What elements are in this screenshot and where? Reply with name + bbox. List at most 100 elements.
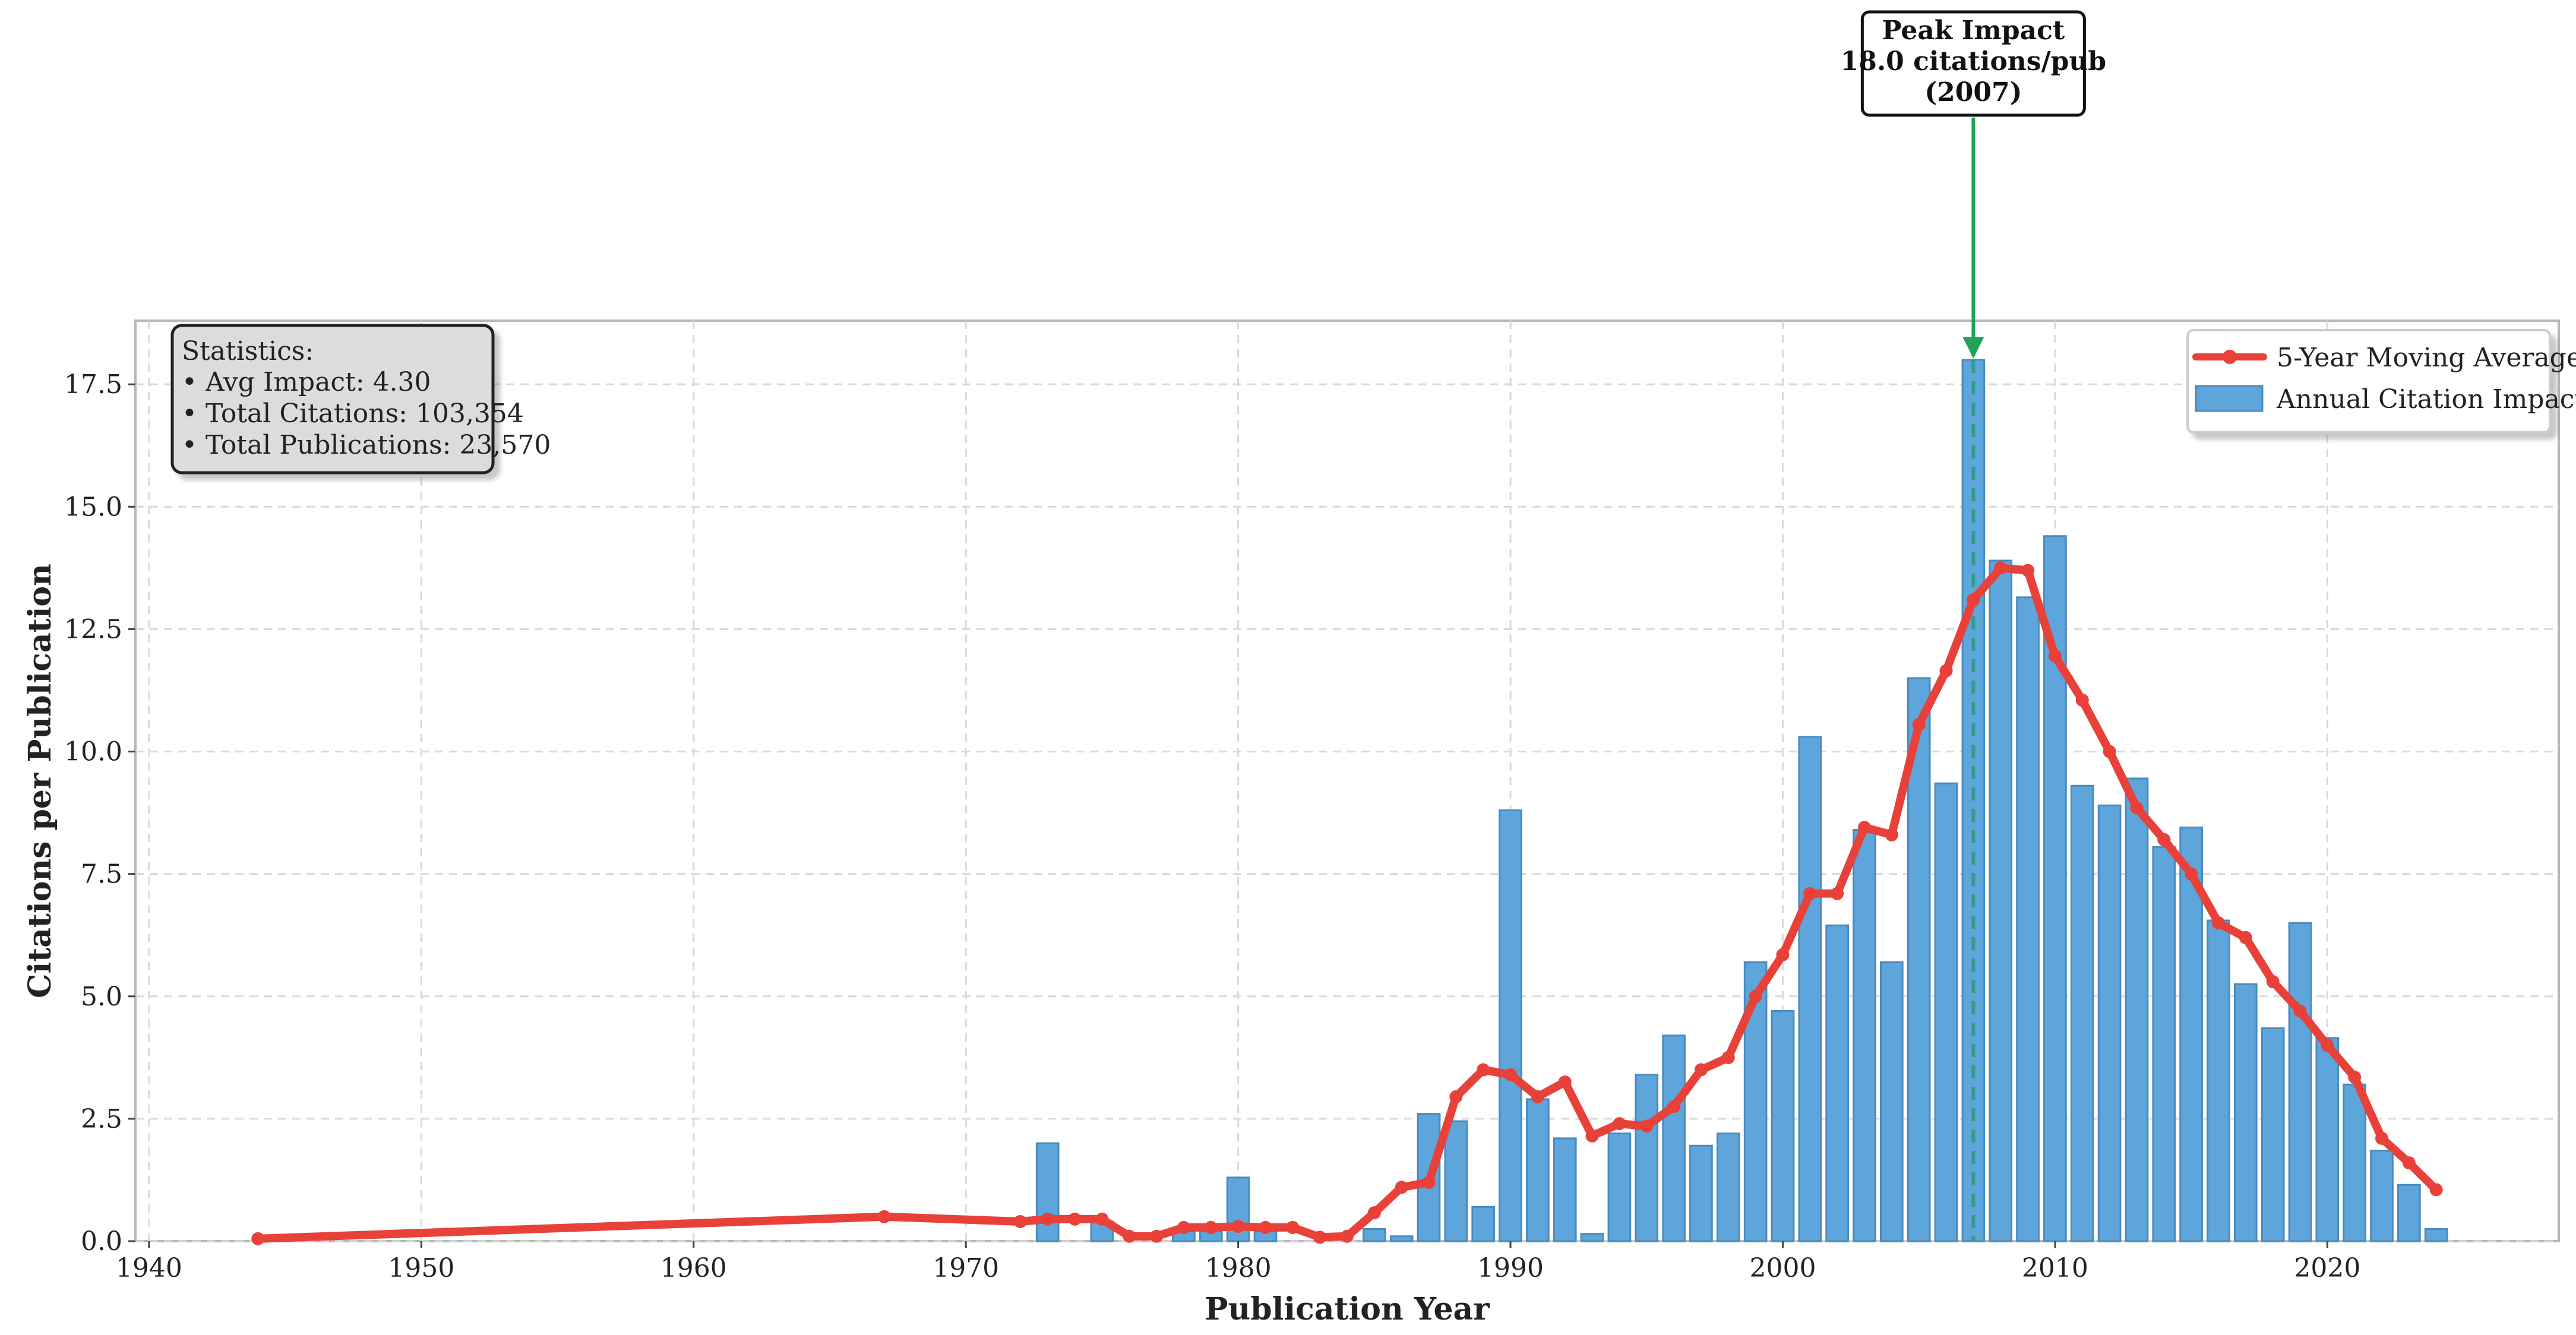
ma-point-1984 [1341,1229,1354,1243]
bar-1995 [1635,1074,1659,1242]
ma-point-2018 [2266,975,2280,989]
ma-point-2015 [2185,867,2198,881]
bar-2006 [1934,782,1958,1242]
x-tick-label: 1970 [933,1253,999,1283]
ma-point-2021 [2348,1070,2362,1084]
bar-1996 [1662,1035,1686,1242]
stats-heading: Statistics: [182,336,314,366]
bar-2012 [2097,804,2122,1242]
bar-2003 [1853,828,1876,1242]
legend-line-marker [2223,350,2237,364]
ma-point-1995 [1640,1119,1654,1133]
bar-1985 [1363,1228,1386,1242]
bar-1998 [1716,1132,1740,1242]
ma-point-2014 [2157,833,2171,846]
stats-avg-impact: • Avg Impact: 4.30 [182,367,431,397]
ma-point-2013 [2130,801,2144,815]
y-tick-label: 2.5 [81,1104,122,1134]
ma-point-2011 [2075,693,2089,707]
bar-1993 [1580,1233,1604,1242]
x-tick-label: 2010 [2022,1253,2088,1283]
ma-point-1998 [1721,1051,1735,1064]
ma-point-1987 [1422,1176,1436,1190]
ma-point-1979 [1204,1220,1218,1234]
ma-point-2003 [1858,821,1872,834]
ma-point-1972 [1013,1215,1027,1229]
ma-point-2002 [1831,887,1844,900]
ma-point-2022 [2375,1131,2389,1145]
peak-annotation: Peak Impact 18.0 citations/pub (2007) [1841,10,2106,359]
y-axis-ticks: 0.0 2.5 5.0 7.5 10.0 12.5 15.0 17.5 [64,369,135,1257]
bar-series [1035,359,2448,1242]
bar-2015 [2179,826,2203,1242]
legend-label-moving-average: 5-Year Moving Average [2277,343,2576,373]
bar-1989 [1471,1206,1496,1242]
bar-2021 [2343,1083,2367,1242]
ma-point-2010 [2048,649,2062,663]
bar-2005 [1907,677,1931,1242]
ma-point-1944 [251,1232,265,1245]
bar-2008 [1989,559,2013,1242]
ma-point-1999 [1749,989,1762,1003]
bar-2009 [2016,596,2040,1242]
ma-point-1985 [1367,1206,1381,1220]
ma-point-2016 [2211,916,2225,930]
ma-point-2006 [1939,664,1953,678]
ma-point-2005 [1912,718,1926,732]
y-tick-label: 5.0 [81,982,122,1012]
peak-annotation-title: Peak Impact [1882,15,2065,46]
ma-point-1996 [1667,1100,1681,1113]
bar-2014 [2152,846,2176,1242]
x-tick-label: 1980 [1205,1253,1272,1283]
x-axis-ticks: 1940 1950 1960 1970 1980 1990 2000 2010 2020 [116,1241,2360,1283]
bar-1988 [1444,1120,1468,1242]
ma-point-2020 [2321,1039,2334,1052]
ma-point-1978 [1177,1220,1190,1234]
x-tick-label: 2000 [1749,1253,1816,1283]
ma-point-2019 [2293,1004,2307,1018]
ma-point-2024 [2429,1183,2443,1197]
ma-point-1967 [877,1210,891,1223]
ma-point-2008 [1994,561,2008,575]
bar-2016 [2207,919,2230,1242]
ma-point-1997 [1694,1063,1708,1077]
y-tick-label: 15.0 [64,492,122,522]
ma-point-1981 [1259,1220,1272,1234]
ma-point-1977 [1150,1229,1164,1243]
ma-point-1988 [1449,1090,1463,1103]
bar-2001 [1798,736,1822,1242]
bar-2023 [2397,1184,2421,1242]
x-tick-label: 1950 [388,1253,454,1283]
ma-point-1990 [1504,1068,1518,1081]
bar-1991 [1526,1098,1550,1242]
bar-2002 [1825,924,1850,1242]
x-tick-label: 2020 [2294,1253,2360,1283]
moving-average-series [251,561,2443,1245]
bar-2000 [1771,1010,1795,1242]
ma-point-2000 [1776,948,1790,961]
y-axis-label: Citations per Publication [22,564,58,998]
ma-point-1989 [1477,1063,1490,1077]
x-tick-label: 1960 [660,1253,727,1283]
bar-2022 [2370,1149,2394,1242]
bar-1973 [1035,1142,1060,1242]
ma-point-1991 [1531,1090,1544,1103]
ma-point-2017 [2239,931,2252,944]
stats-total-citations: • Total Citations: 103,354 [182,398,524,429]
legend-bar-swatch [2195,385,2264,412]
y-tick-label: 7.5 [81,859,122,890]
ma-point-2007 [1967,593,1980,606]
statistics-box: Statistics: • Avg Impact: 4.30 • Total C… [170,324,551,474]
peak-annotation-year: (2007) [1924,77,2022,107]
x-tick-label: 1940 [116,1253,182,1283]
bar-2019 [2288,922,2312,1242]
legend-label-annual-impact: Annual Citation Impact [2276,384,2576,415]
ma-point-1982 [1286,1220,1300,1234]
ma-point-1975 [1095,1212,1109,1226]
bar-1992 [1553,1137,1577,1242]
ma-point-1986 [1395,1181,1408,1194]
bar-2020 [2315,1037,2340,1242]
ma-point-2004 [1885,828,1898,842]
grid-lines [135,321,2559,1242]
x-axis-label: Publication Year [1205,1291,1490,1327]
